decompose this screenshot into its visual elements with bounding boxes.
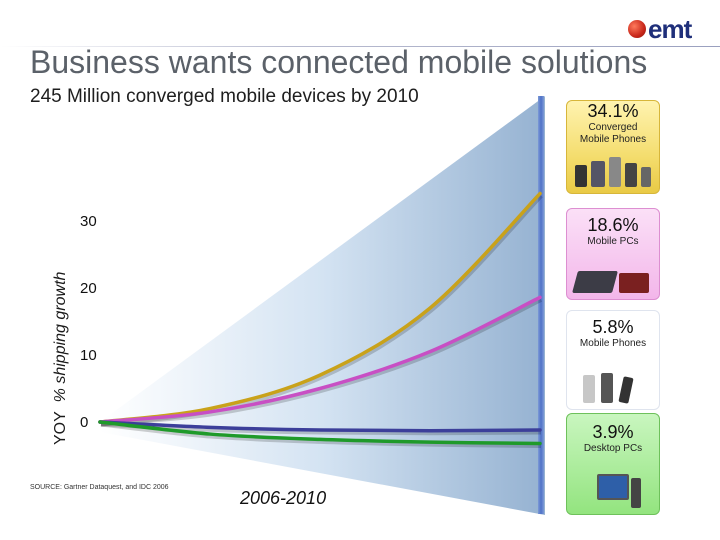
series-line-mobile-phones bbox=[98, 420, 542, 433]
chart-fan-background bbox=[100, 96, 545, 515]
y-tick-label: 30 bbox=[80, 213, 97, 230]
x-axis-label: 2006-2010 bbox=[240, 488, 327, 508]
series-line-shadow bbox=[100, 421, 542, 436]
y-tick-label: 0 bbox=[80, 414, 88, 431]
source-note: SOURCE: Gartner Dataquest, and IDC 2006 bbox=[30, 484, 169, 491]
legend-label-line1: Converged bbox=[588, 122, 638, 133]
page-subtitle: 245 Million converged mobile devices by … bbox=[30, 86, 419, 107]
logo-text: emt bbox=[648, 14, 692, 44]
legend-label-line2: Mobile Phones bbox=[579, 134, 647, 145]
legend-value: 5.8% bbox=[592, 317, 634, 337]
desktop-pc-icon bbox=[575, 474, 651, 508]
legend-value: 3.9% bbox=[592, 422, 634, 442]
legend-box-mobile-pcs: 18.6% Mobile PCs bbox=[566, 208, 660, 300]
legend-label: Mobile PCs bbox=[587, 236, 639, 247]
logo-ball-icon bbox=[628, 20, 646, 38]
legend-value: 18.6% bbox=[587, 215, 639, 235]
header-divider bbox=[0, 46, 720, 47]
legend-box-desktop-pcs: 3.9% Desktop PCs bbox=[566, 413, 660, 515]
y-axis-label: YOY % shipping growth bbox=[52, 272, 70, 445]
laptops-icon bbox=[572, 259, 651, 293]
y-tick-label: 20 bbox=[80, 280, 97, 297]
chart-right-bar bbox=[538, 96, 544, 514]
legend-box-converged-mobile-phones: 34.1% Converged Mobile Phones bbox=[566, 100, 660, 194]
smartphones-icon bbox=[575, 153, 651, 187]
series-lines bbox=[98, 191, 543, 448]
page-title: Business wants connected mobile solution… bbox=[30, 44, 648, 80]
legend-label: Mobile Phones bbox=[579, 338, 647, 349]
legend-box-mobile-phones: 5.8% Mobile Phones bbox=[566, 310, 660, 410]
phones-icon bbox=[575, 369, 651, 404]
series-line-desktop-pcs bbox=[98, 420, 542, 446]
series-line-shadow bbox=[100, 297, 543, 427]
series-line-converged-mobile-phones bbox=[98, 191, 542, 424]
y-axis-ticks: 0 10 20 30 bbox=[80, 213, 97, 431]
y-tick-label: 10 bbox=[80, 347, 97, 364]
y-axis-label-prefix: YOY bbox=[52, 411, 69, 445]
series-line-shadow bbox=[100, 421, 542, 448]
legend-value: 34.1% bbox=[587, 101, 639, 121]
y-axis-label-text: % shipping growth bbox=[52, 271, 69, 403]
legend-label: Desktop PCs bbox=[583, 443, 643, 454]
series-line-mobile-pcs bbox=[98, 295, 542, 424]
